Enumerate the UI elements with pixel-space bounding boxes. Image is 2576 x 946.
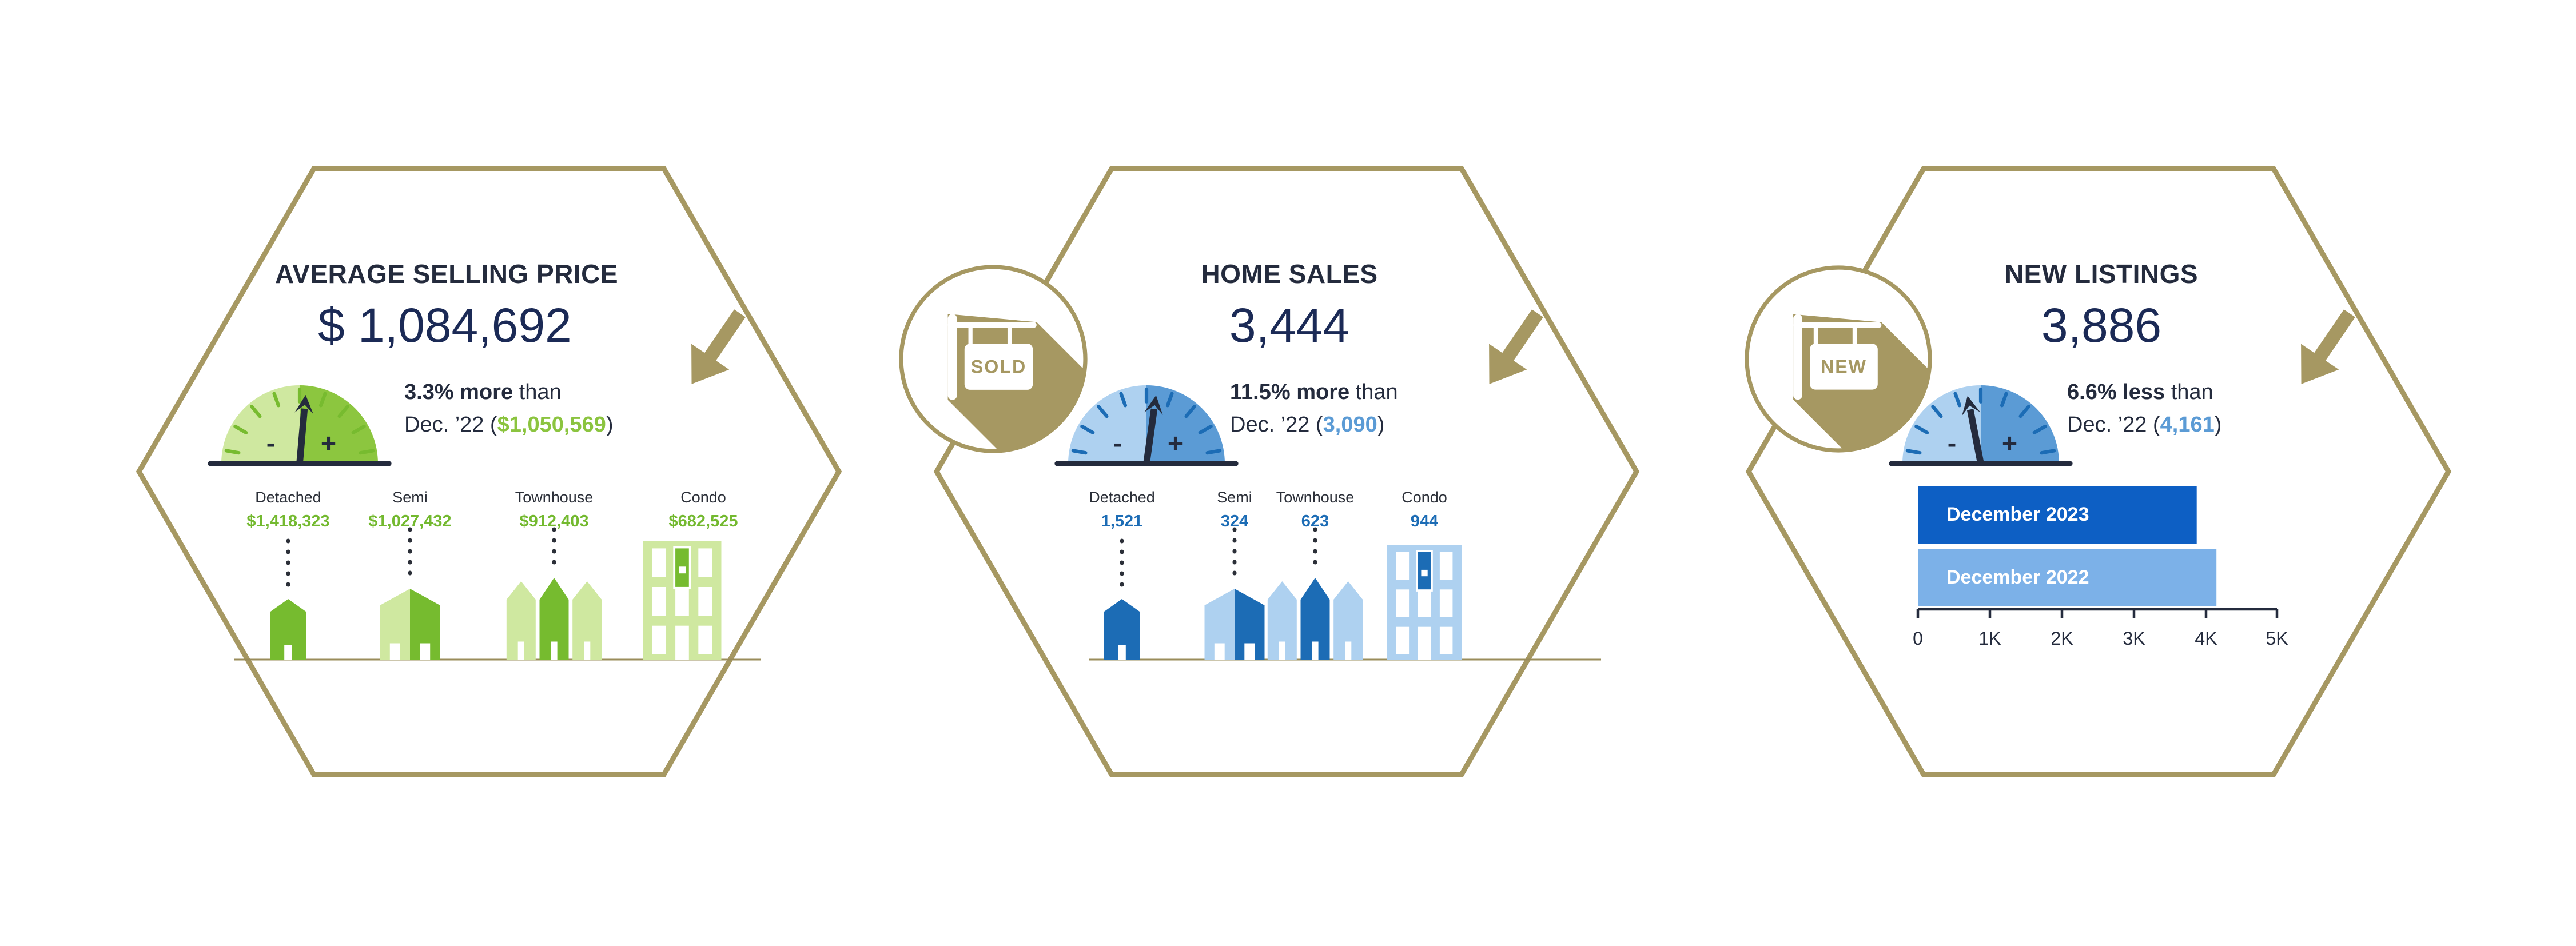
svg-text:3K: 3K <box>2123 628 2145 649</box>
svg-text:December 2022: December 2022 <box>1946 566 2089 588</box>
svg-text:0: 0 <box>1913 628 1923 649</box>
svg-text:5K: 5K <box>2266 628 2288 649</box>
svg-text:+: + <box>321 428 336 458</box>
svg-text:-: - <box>1113 428 1122 458</box>
svg-text:December 2023: December 2023 <box>1946 504 2089 525</box>
svg-text:4K: 4K <box>2195 628 2217 649</box>
svg-text:NEW: NEW <box>1821 356 1867 377</box>
svg-text:-: - <box>266 428 276 458</box>
svg-text:1K: 1K <box>1978 628 2001 649</box>
svg-text:+: + <box>2002 428 2017 458</box>
svg-text:+: + <box>1168 428 1183 458</box>
svg-text:2K: 2K <box>2051 628 2073 649</box>
svg-text:SOLD: SOLD <box>971 356 1026 377</box>
svg-text:-: - <box>1948 428 1957 458</box>
